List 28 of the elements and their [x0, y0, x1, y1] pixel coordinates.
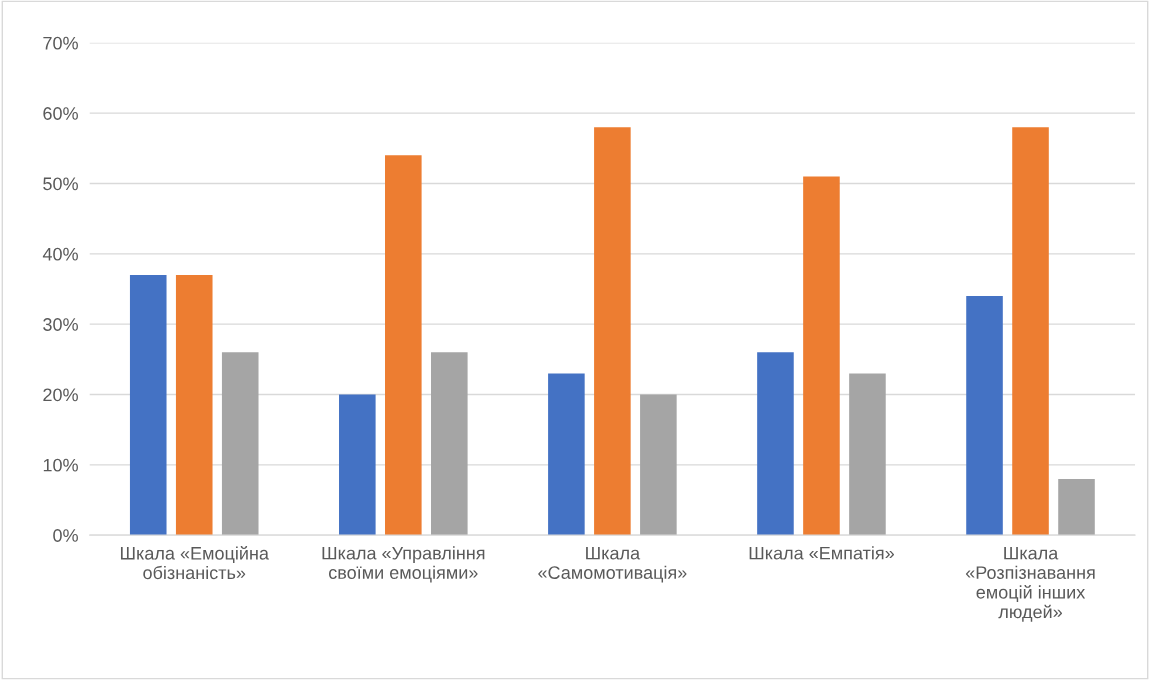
bar — [129, 274, 167, 536]
bar — [339, 394, 376, 536]
bar — [594, 127, 631, 536]
y-tick-label: 60% — [43, 107, 78, 120]
y-tick-label: 40% — [42, 247, 78, 261]
y-tick-label: 20% — [43, 388, 78, 402]
y-tick-label: 50% — [43, 177, 78, 191]
bar — [175, 274, 213, 536]
bar — [640, 394, 677, 536]
x-tick-label: Шкала «Емпатія» — [749, 546, 894, 560]
bar — [1012, 127, 1049, 536]
bar — [757, 352, 794, 536]
bar — [849, 373, 886, 536]
bar — [966, 296, 1003, 536]
y-tick-label: 0% — [53, 529, 78, 542]
bar — [431, 352, 468, 536]
x-tick-label: Шкала «Управління своїми емоціями» — [322, 546, 485, 583]
x-tick-label: Шкала «Самомотивація» — [538, 546, 687, 583]
bar — [221, 352, 259, 536]
bar — [1058, 478, 1095, 536]
y-tick-label: 10% — [43, 458, 78, 472]
bar — [548, 373, 585, 536]
y-tick-label: 70% — [43, 36, 78, 50]
x-tick-label: Шкала «Емоційна обізнаність» — [120, 546, 269, 580]
x-tick-label: Шкала «Розпізнавання емоцій інших людей» — [965, 546, 1095, 622]
y-tick-label: 30% — [43, 318, 78, 331]
bar — [385, 155, 422, 536]
bar — [803, 176, 840, 536]
